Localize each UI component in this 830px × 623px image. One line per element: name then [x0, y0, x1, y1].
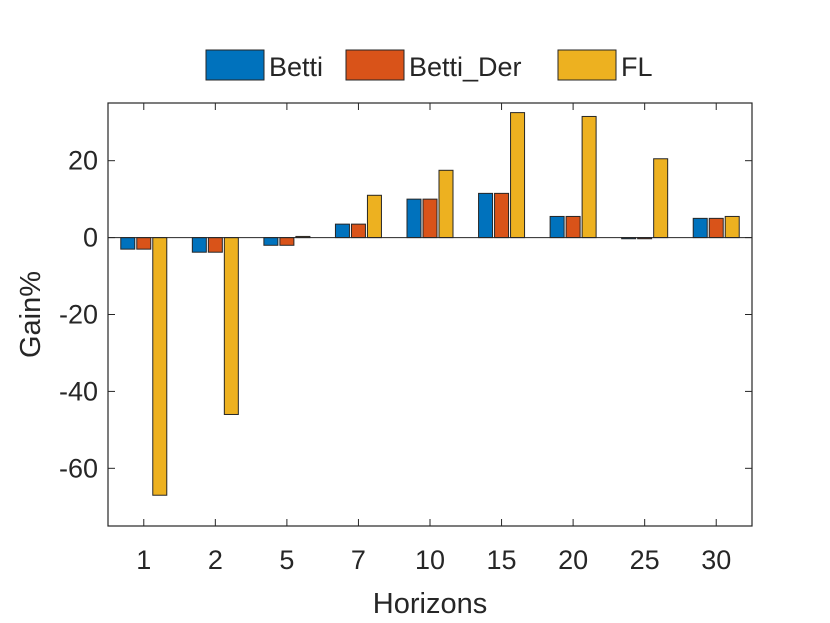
y-tick-label: -40 [59, 376, 98, 406]
bar-betti-30 [692, 217, 708, 239]
y-axis-label: Gain% [15, 271, 47, 358]
bar-betti-2 [191, 237, 207, 253]
y-axis-ticks: -60 -40 -20 0 20 [59, 146, 752, 483]
y-tick-label: -20 [59, 300, 98, 330]
legend-swatch-betti [205, 49, 265, 81]
bar-betti-1 [120, 237, 136, 250]
bar-betti-der-30 [708, 217, 724, 239]
bar-betti-der-1 [136, 237, 152, 250]
x-tick-label: 25 [630, 545, 660, 575]
x-tick-label: 5 [279, 545, 294, 575]
y-tick-label: 20 [68, 146, 98, 176]
bar-betti-der-15 [494, 192, 510, 239]
x-tick-label: 15 [487, 545, 517, 575]
legend: Betti Betti_Der FL [205, 49, 653, 82]
x-tick-label: 10 [415, 545, 445, 575]
x-tick-label: 20 [558, 545, 588, 575]
bar-betti-5 [263, 237, 279, 246]
bar-betti-der-7 [350, 223, 366, 239]
bar-betti-10 [406, 198, 422, 239]
bar-betti-7 [334, 223, 350, 239]
bars [120, 112, 740, 496]
x-tick-label: 1 [136, 545, 151, 575]
x-axis-ticks: 1 2 5 7 10 15 20 25 30 [136, 103, 731, 575]
legend-label-fl: FL [621, 52, 653, 82]
x-tick-label: 30 [701, 545, 731, 575]
bar-betti-der-10 [422, 198, 438, 239]
bar-betti-15 [478, 192, 494, 239]
bar-fl-30 [724, 215, 740, 239]
legend-label-betti-der: Betti_Der [409, 52, 522, 82]
bar-fl-1 [152, 237, 168, 496]
bar-fl-2 [223, 237, 239, 415]
bar-fl-25 [653, 158, 669, 239]
x-axis-label: Horizons [373, 588, 487, 620]
bar-fl-10 [438, 169, 454, 239]
bar-betti-der-2 [207, 237, 223, 253]
x-tick-label: 7 [351, 545, 366, 575]
legend-label-betti: Betti [269, 52, 323, 82]
y-tick-label: 0 [83, 223, 98, 253]
plot-area [107, 102, 753, 527]
bar-betti-der-20 [565, 215, 581, 239]
bar-betti-der-5 [279, 237, 295, 246]
x-tick-label: 2 [208, 545, 223, 575]
legend-swatch-fl [557, 49, 617, 81]
bar-fl-7 [366, 194, 382, 239]
bar-fl-15 [510, 112, 526, 239]
bar-betti-20 [549, 215, 565, 239]
legend-swatch-betti-der [345, 49, 405, 81]
y-tick-label: -60 [59, 453, 98, 483]
bar-fl-20 [581, 115, 597, 239]
